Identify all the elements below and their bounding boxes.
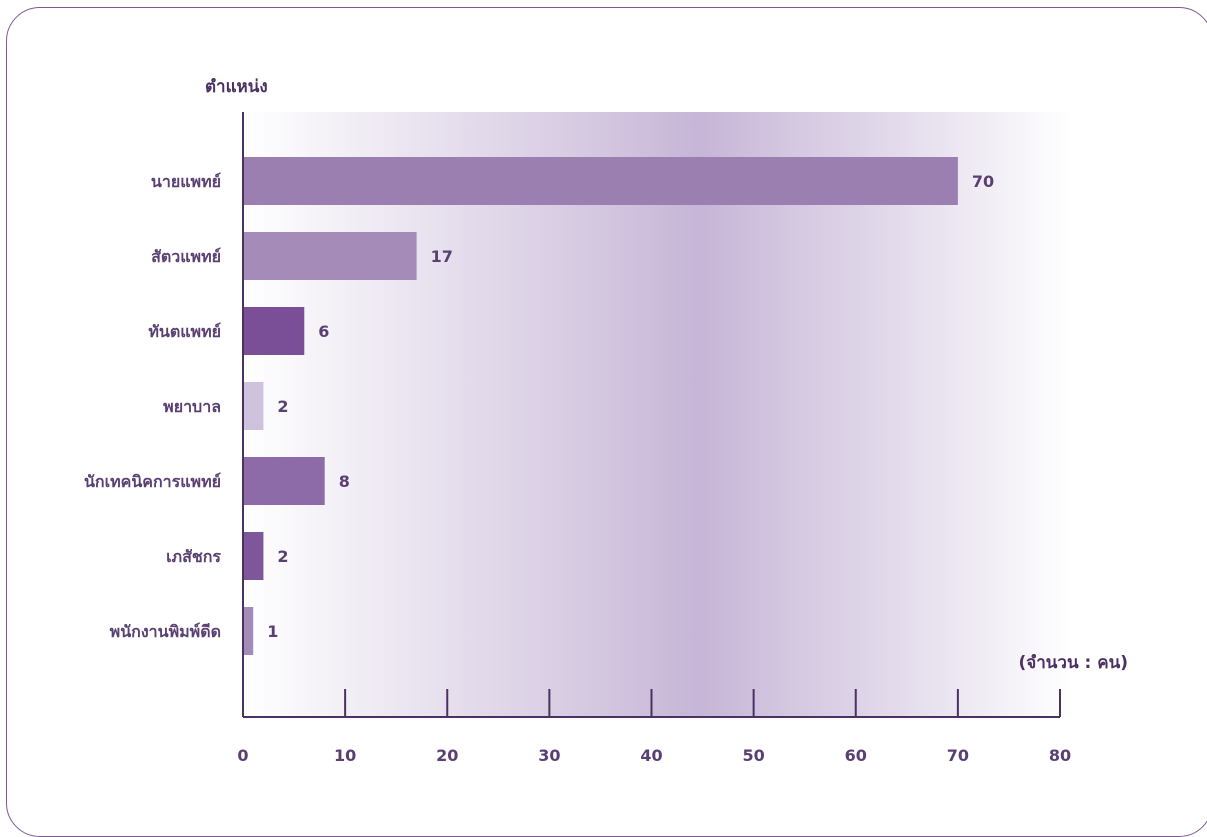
bar-row-2 (243, 232, 417, 280)
x-tick-label-20: 20 (436, 746, 458, 765)
bar-row-6 (243, 532, 264, 580)
category-label-row-6: เภสัชกร (166, 547, 221, 566)
x-tick-label-60: 60 (845, 746, 867, 765)
category-label-row-1: นายแพทย์ (151, 172, 221, 191)
value-label-row-6: 2 (277, 547, 288, 566)
value-label-row-1: 70 (972, 172, 994, 191)
category-label-row-7: พนักงานพิมพ์ดีด (110, 622, 221, 641)
value-label-row-2: 17 (431, 247, 453, 266)
category-label-row-2: สัตวแพทย์ (151, 247, 221, 266)
value-label-row-5: 8 (339, 472, 350, 491)
bar-row-4 (243, 382, 264, 430)
x-tick-label-50: 50 (742, 746, 764, 765)
plot-background-band (243, 112, 1073, 717)
bar-row-7 (243, 607, 254, 655)
unit-label: (จำนวน : คน) (1019, 653, 1128, 673)
bar-row-3 (243, 307, 305, 355)
value-label-row-7: 1 (267, 622, 278, 641)
value-label-row-3: 6 (318, 322, 329, 341)
x-tick-label-70: 70 (947, 746, 969, 765)
x-tick-label-40: 40 (640, 746, 662, 765)
bar-row-5 (243, 457, 325, 505)
x-tick-label-10: 10 (334, 746, 356, 765)
y-axis-title: ตำแหน่ง (205, 77, 268, 97)
category-label-row-4: พยาบาล (163, 397, 221, 416)
category-label-row-3: ทันตแพทย์ (148, 322, 221, 341)
x-tick-label-80: 80 (1049, 746, 1071, 765)
x-tick-label-0: 0 (237, 746, 248, 765)
value-label-row-4: 2 (277, 397, 288, 416)
bar-row-1 (243, 157, 958, 205)
x-tick-label-30: 30 (538, 746, 560, 765)
category-label-row-5: นักเทคนิคการแพทย์ (84, 472, 221, 491)
